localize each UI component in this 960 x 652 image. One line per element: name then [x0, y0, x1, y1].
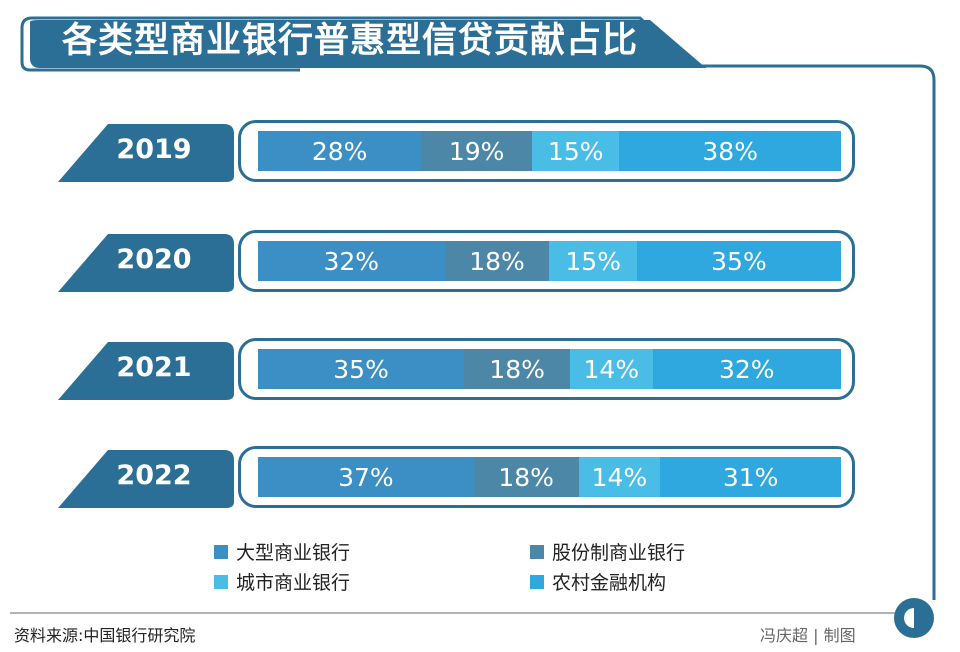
title-banner [30, 20, 706, 68]
bar-segment: 37% [258, 457, 474, 497]
legend-item: 农村金融机构 [530, 568, 666, 595]
year-tab [58, 342, 234, 400]
year-label: 2019 [116, 134, 192, 165]
legend-swatch [530, 544, 544, 559]
legend-item: 大型商业银行 [214, 538, 350, 565]
year-tab [58, 450, 234, 508]
bar-segment: 28% [258, 131, 422, 171]
outline-left [20, 28, 300, 72]
bar-segment: 35% [636, 241, 841, 281]
legend: 大型商业银行 股份制商业银行 城市商业银行 农村金融机构 [214, 538, 734, 602]
legend-label: 股份制商业银行 [552, 542, 686, 564]
bar-segment: 14% [570, 349, 653, 389]
stacked-bar: 37% 18% 14% 31% [258, 457, 841, 497]
chart-title: 各类型商业银行普惠型信贷贡献占比 [62, 21, 639, 61]
bar-segment: 15% [549, 241, 637, 281]
legend-swatch [530, 574, 544, 589]
year-label: 2022 [116, 460, 192, 491]
stacked-bar: 32% 18% 15% 35% [258, 241, 841, 281]
bar-segment: 15% [532, 131, 620, 171]
credit-note: 冯庆超 | 制图 [760, 626, 856, 645]
stacked-bar: 35% 18% 14% 32% [258, 349, 841, 389]
year-tab [58, 124, 234, 182]
bar-segment: 18% [444, 241, 550, 281]
bar-segment: 35% [258, 349, 465, 389]
bar-segment: 31% [660, 457, 841, 497]
legend-swatch [214, 544, 228, 559]
bar-segment: 18% [464, 349, 571, 389]
year-tab [58, 234, 234, 292]
bar-segment: 32% [258, 241, 445, 281]
legend-label: 城市商业银行 [236, 572, 351, 594]
bar-segment: 19% [421, 131, 532, 171]
stacked-bar: 28% 19% 15% 38% [258, 131, 841, 171]
bar-segment: 14% [578, 457, 661, 497]
outline-top [20, 16, 936, 600]
legend-label: 大型商业银行 [236, 542, 351, 564]
legend-swatch [214, 574, 228, 589]
legend-item: 城市商业银行 [214, 568, 350, 595]
legend-item: 股份制商业银行 [530, 538, 685, 565]
year-label: 2020 [116, 244, 192, 275]
bar-segment: 32% [652, 349, 841, 389]
bar-segment: 18% [473, 457, 579, 497]
year-label: 2021 [116, 352, 192, 383]
source-note: 资料来源:中国银行研究院 [14, 626, 196, 645]
legend-label: 农村金融机构 [552, 572, 667, 594]
year-tabs [58, 124, 234, 508]
bar-segment: 38% [619, 131, 841, 171]
